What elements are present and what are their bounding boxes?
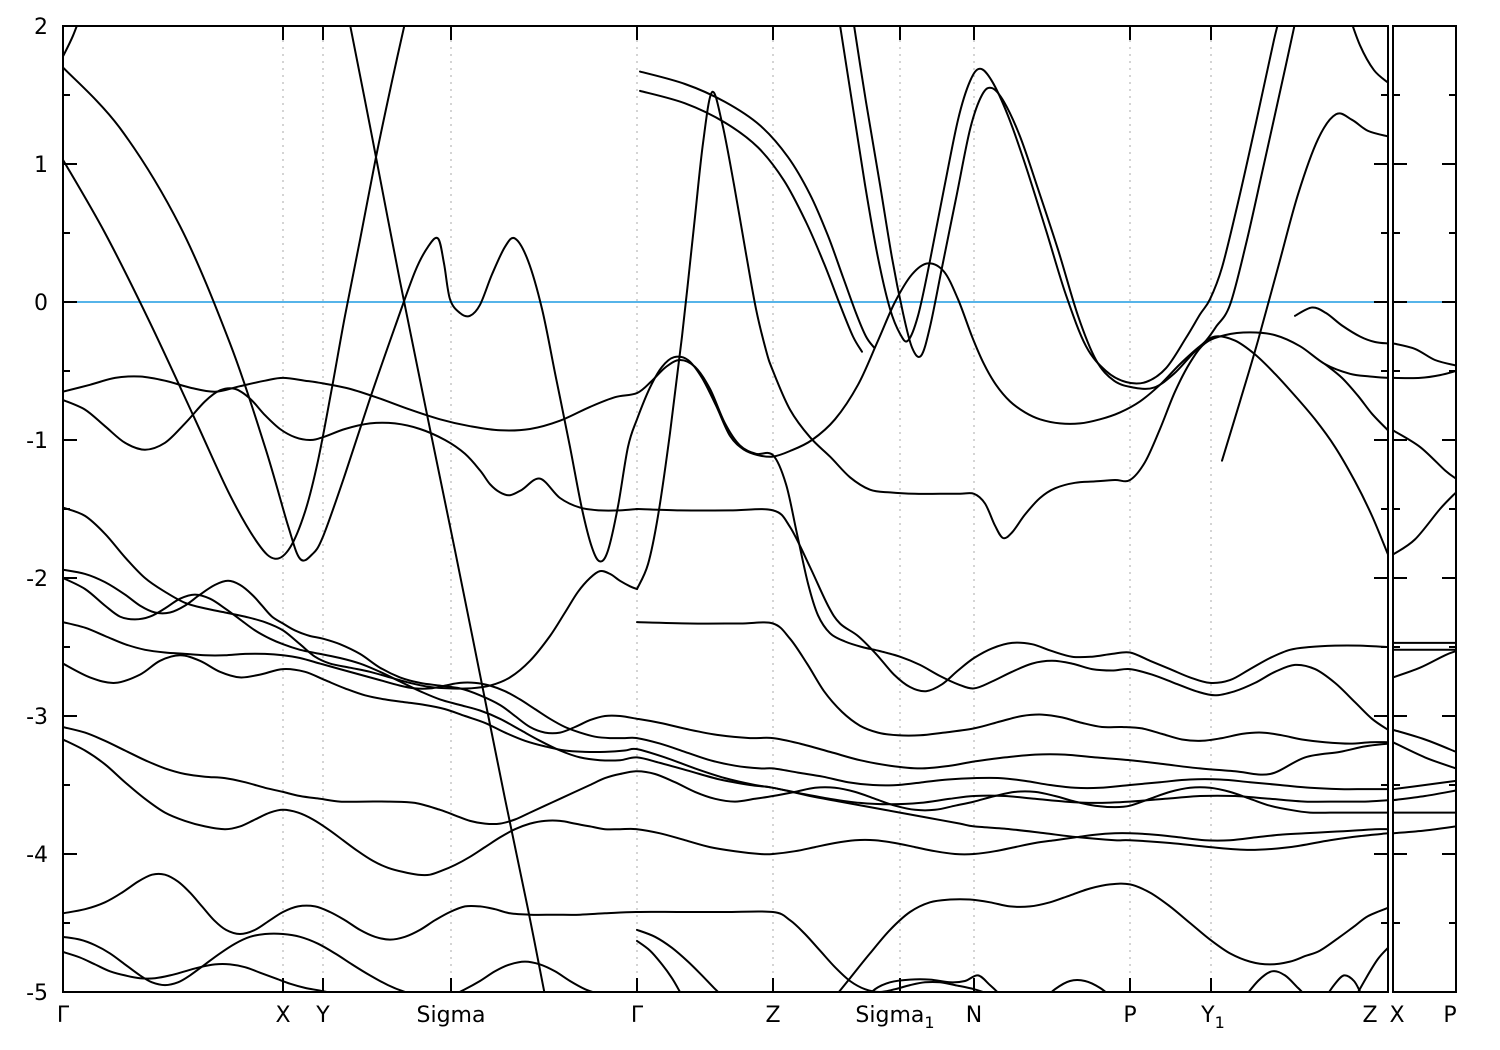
k-point-label-Γ: Γ — [631, 1003, 644, 1028]
energy-band-curve — [1294, 306, 1388, 345]
k-point-label-X: X — [1389, 1003, 1404, 1028]
energy-band-curve — [1393, 650, 1456, 679]
energy-band-curve — [1324, 363, 1388, 432]
k-point-label-Y1: Y1 — [1200, 1003, 1225, 1032]
energy-band-curve — [1393, 342, 1456, 367]
energy-band-curve — [63, 872, 987, 992]
energy-bands-layer — [63, 26, 1456, 992]
axis-labels-layer: 210-1-2-3-4-5Γ X Y Sigma Γ Z Sigma1 N P Y1 Z X P — [26, 15, 1457, 1032]
energy-band-curve — [63, 577, 1388, 851]
energy-band-curve — [349, 26, 546, 992]
energy-band-curve — [639, 70, 875, 349]
energy-band-curve — [636, 928, 720, 992]
energy-band-curve — [1393, 370, 1456, 380]
y-axis-tick-label: -1 — [26, 429, 48, 454]
y-axis-tick-label: 1 — [34, 153, 48, 178]
energy-band-curve — [639, 89, 863, 353]
k-point-label-Sigma1: Sigma1 — [855, 1003, 934, 1032]
k-point-label-Sigma: Sigma — [417, 1003, 486, 1028]
energy-band-curve — [1247, 970, 1304, 992]
k-point-label-P: P — [1123, 1003, 1136, 1028]
energy-band-curve — [1393, 728, 1456, 753]
energy-band-curve — [1393, 825, 1456, 835]
y-axis-tick-label: -3 — [26, 705, 48, 730]
y-axis-tick-label: 2 — [34, 15, 48, 40]
energy-band-curve — [870, 974, 999, 992]
energy-band-curve — [1393, 429, 1456, 480]
energy-band-curve — [837, 882, 1388, 992]
energy-band-curve — [1393, 779, 1456, 791]
k-point-label-N: N — [966, 1003, 982, 1028]
y-axis-tick-label: -2 — [26, 567, 48, 592]
k-point-label-P: P — [1443, 1003, 1456, 1028]
energy-band-curve — [63, 568, 1388, 776]
energy-band-curve — [63, 738, 1388, 877]
energy-band-curve — [1327, 974, 1362, 992]
energy-band-curve — [63, 621, 1388, 791]
axis-ticks-layer — [62, 25, 1457, 993]
k-point-label-Γ: Γ — [57, 1003, 70, 1028]
energy-band-curve — [1357, 946, 1388, 992]
energy-band-curve — [63, 726, 1388, 826]
energy-band-curve — [63, 387, 638, 512]
energy-band-curve — [853, 26, 1296, 390]
energy-band-curve — [1050, 979, 1108, 992]
energy-band-curve — [1221, 112, 1388, 462]
k-point-label-Z: Z — [1362, 1003, 1377, 1028]
energy-band-curve — [63, 950, 333, 992]
energy-band-curve — [636, 621, 1388, 745]
energy-band-curve — [1351, 26, 1388, 84]
k-point-label-Y: Y — [315, 1003, 330, 1028]
energy-band-curve — [63, 359, 1388, 731]
panel-border-main — [62, 25, 1389, 993]
energy-band-curve — [636, 90, 1388, 591]
energy-band-curve — [1393, 491, 1456, 556]
k-point-label-X: X — [275, 1003, 290, 1028]
energy-band-curve — [636, 939, 682, 992]
energy-band-curve — [1393, 789, 1456, 802]
y-axis-tick-label: 0 — [34, 291, 48, 316]
gridlines-layer — [282, 26, 1212, 992]
energy-band-curve — [63, 26, 406, 560]
k-point-label-Z: Z — [765, 1003, 780, 1028]
energy-band-curve — [63, 654, 1388, 806]
panel-border-right — [1392, 25, 1457, 993]
energy-band-curve — [63, 506, 638, 690]
energy-band-curve — [1393, 741, 1456, 770]
y-axis-tick-label: -4 — [26, 843, 48, 868]
energy-band-curve — [63, 26, 78, 58]
y-axis-tick-label: -5 — [26, 981, 48, 1006]
energy-band-curve — [636, 508, 1388, 693]
energy-band-curve — [839, 26, 1279, 385]
energy-band-curve — [63, 932, 596, 992]
